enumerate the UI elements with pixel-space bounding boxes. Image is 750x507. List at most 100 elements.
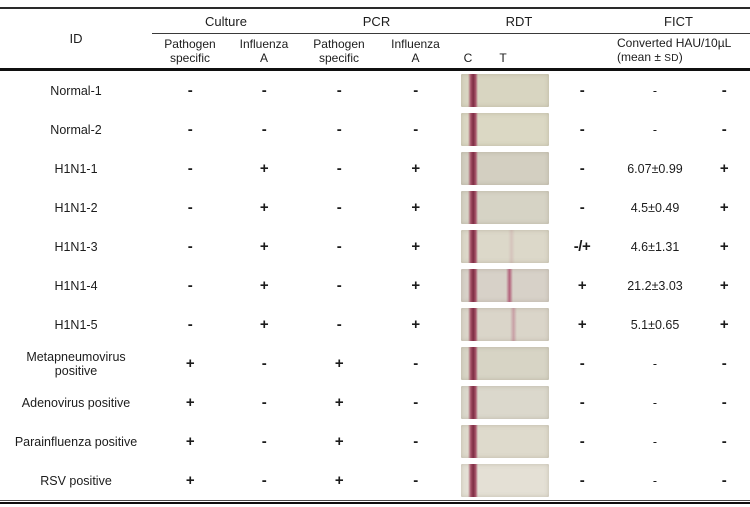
rdt-strip-cell (453, 461, 557, 500)
header-body-divider (0, 68, 750, 71)
rdt-strip-image (461, 308, 549, 341)
header-line: Converted HAU/10µL (617, 36, 732, 50)
pcr-pathogen-result: - (336, 199, 342, 216)
fict-result: + (719, 238, 729, 255)
culture-influenza-result: + (259, 160, 269, 177)
fict-hau-value: 6.07±0.99 (627, 161, 683, 176)
pcr-influenza-result: + (411, 160, 420, 177)
header-line: Influenza (239, 37, 289, 51)
strip-test-line (508, 230, 515, 263)
culture-pathogen-result: + (185, 355, 195, 372)
rdt-result: - (579, 121, 585, 138)
column-header-rdt-test-line: T (488, 34, 518, 68)
header-line: specific (169, 51, 210, 65)
sample-id-cell: Parainfluenza positive (14, 434, 138, 449)
sd-abbrev: SD (664, 53, 679, 64)
mean-sd-prefix: (mean ± (617, 50, 665, 64)
fict-hau-value: 5.1±0.65 (630, 317, 680, 332)
strip-control-line (468, 347, 478, 380)
table-row: Parainfluenza positive + - + - - - - (0, 422, 750, 461)
culture-pathogen-result: - (187, 160, 193, 177)
fict-hau-value: - (652, 434, 658, 449)
strip-control-line (468, 230, 478, 263)
fict-result: - (721, 472, 727, 489)
header-line: Influenza (391, 37, 440, 51)
table-row: H1N1-2 - + - + - 4.5±0.49 + (0, 188, 750, 227)
header-line: specific (318, 51, 359, 65)
sample-id-cell: Normal-2 (50, 122, 102, 137)
strip-control-line (468, 386, 478, 419)
header-line: C (463, 51, 473, 65)
table-row: H1N1-5 - + - + + 5.1±0.65 + (0, 305, 750, 344)
header-line: T (499, 51, 507, 65)
culture-pathogen-result: - (187, 121, 193, 138)
strip-control-line (468, 269, 478, 302)
pcr-pathogen-result: - (336, 121, 342, 138)
fict-result: + (719, 316, 729, 333)
fict-hau-value: 21.2±3.03 (627, 278, 683, 293)
culture-pathogen-result: + (185, 433, 195, 450)
pcr-influenza-result: + (411, 199, 420, 216)
culture-influenza-result: - (261, 433, 267, 450)
culture-influenza-result: - (261, 472, 267, 489)
pcr-pathogen-result: + (334, 394, 344, 411)
column-header-pcr-pathogen-specific: Pathogen specific (300, 34, 378, 68)
rdt-strip-image (461, 269, 549, 302)
strip-control-line (468, 308, 478, 341)
fict-hau-value: - (652, 395, 658, 410)
rdt-result: + (577, 277, 587, 294)
pcr-pathogen-result: - (336, 277, 342, 294)
column-header-fict-converted-hau: Converted HAU/10µL (mean ± SD) (607, 34, 750, 68)
column-group-rdt: RDT (505, 13, 533, 29)
pcr-influenza-result: - (413, 472, 418, 489)
table-bottom-rule-thick (0, 502, 750, 504)
rdt-result: - (579, 199, 585, 216)
culture-pathogen-result: - (187, 199, 193, 216)
sample-id-cell: H1N1-5 (54, 317, 98, 332)
culture-influenza-result: - (261, 355, 267, 372)
rdt-strip-cell (453, 383, 557, 422)
rdt-result: - (579, 433, 585, 450)
strip-control-line (468, 152, 478, 185)
table-row: RSV positive + - + - - - - (0, 461, 750, 500)
rdt-strip-image (461, 425, 549, 458)
rdt-strip-image (461, 347, 549, 380)
column-group-pcr: PCR (362, 13, 391, 29)
column-group-fict: FICT (664, 13, 693, 29)
culture-influenza-result: - (261, 121, 267, 138)
rdt-result: - (579, 82, 585, 99)
rdt-strip-image (461, 74, 549, 107)
culture-influenza-result: + (259, 199, 269, 216)
table-row: Normal-1 - - - - - - - (0, 71, 750, 110)
culture-pathogen-result: + (185, 394, 195, 411)
sample-id-cell: Normal-1 (50, 83, 102, 98)
fict-result: - (721, 355, 727, 372)
header-line: Pathogen (164, 37, 216, 51)
rdt-strip-cell (453, 227, 557, 266)
strip-control-line (468, 113, 478, 146)
rdt-strip-cell (453, 344, 557, 383)
rdt-strip-image (461, 386, 549, 419)
group-header-underline (152, 33, 750, 34)
strip-control-line (468, 74, 478, 107)
culture-influenza-result: + (259, 277, 269, 294)
table-row: Adenovirus positive + - + - - - - (0, 383, 750, 422)
column-header-pcr-influenza-a: Influenza A (378, 34, 453, 68)
sample-id-cell: Metapneumovirus positive (26, 349, 126, 378)
strip-control-line (468, 464, 478, 497)
pcr-pathogen-result: + (334, 355, 344, 372)
rdt-result: - (579, 160, 585, 177)
rdt-strip-cell (453, 110, 557, 149)
culture-influenza-result: + (259, 316, 269, 333)
rdt-result: - (579, 355, 585, 372)
header-line: A (259, 51, 268, 65)
column-header-culture-pathogen-specific: Pathogen specific (152, 34, 228, 68)
sample-id-cell: Adenovirus positive (21, 395, 131, 410)
pcr-influenza-result: - (413, 355, 418, 372)
fict-result: - (721, 394, 727, 411)
pcr-influenza-result: - (413, 121, 418, 138)
rdt-strip-cell (453, 149, 557, 188)
rdt-strip-cell (453, 188, 557, 227)
fict-result: + (719, 160, 729, 177)
